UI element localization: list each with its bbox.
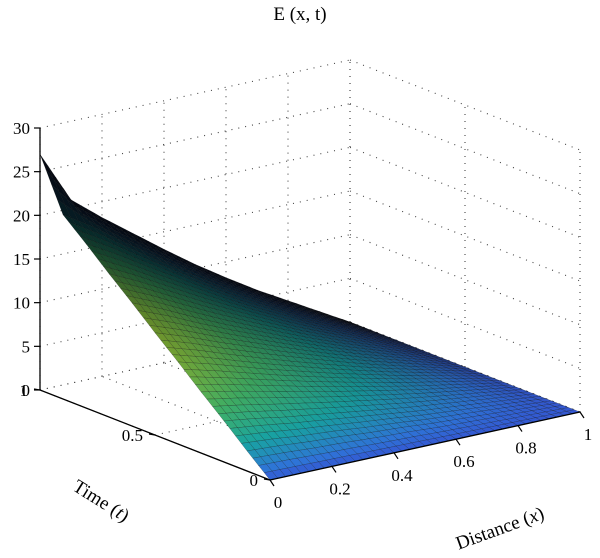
grid-line-z bbox=[349, 103, 581, 195]
x-axis-line bbox=[269, 411, 581, 481]
x-tick-label: 0.6 bbox=[453, 452, 474, 471]
z-tick-label: 10 bbox=[13, 294, 30, 313]
x-tick-mark bbox=[393, 452, 399, 460]
y-tick-mark bbox=[263, 478, 271, 481]
grid-line-z bbox=[39, 103, 351, 173]
grid-line-z bbox=[39, 146, 351, 216]
x-tick-label: 1 bbox=[584, 425, 593, 444]
z-tick-label: 15 bbox=[13, 250, 30, 269]
x-tick-label: 0.2 bbox=[329, 479, 350, 498]
x-tick-mark bbox=[455, 438, 461, 446]
grid-line-z bbox=[349, 59, 581, 151]
x-axis-label-prefix: Distance ( bbox=[453, 508, 533, 554]
surface bbox=[39, 154, 581, 481]
x-tick-label: 0.8 bbox=[515, 439, 536, 458]
grid-line-z bbox=[349, 190, 581, 282]
z-tick-label: 0 bbox=[22, 381, 31, 400]
grid-line-z bbox=[349, 234, 581, 326]
chart-title: E (x, t) bbox=[273, 4, 326, 25]
surface-cell bbox=[39, 154, 54, 179]
x-tick-label: 0.4 bbox=[391, 466, 413, 485]
y-tick-label: 0 bbox=[250, 471, 259, 490]
x-tick-mark bbox=[517, 425, 523, 432]
x-tick-mark bbox=[331, 466, 337, 473]
x-axis-label: Distance (x) bbox=[453, 503, 547, 554]
y-tick-mark bbox=[148, 433, 156, 436]
y-axis-label: Time (t) bbox=[69, 476, 133, 527]
grid-line-z bbox=[349, 146, 581, 238]
y-tick-label: 1 bbox=[20, 381, 29, 400]
grid-line-z bbox=[39, 59, 351, 129]
x-tick-label: 0 bbox=[274, 493, 283, 512]
x-tick-mark bbox=[269, 479, 275, 487]
z-tick-label: 30 bbox=[13, 119, 30, 138]
x-tick-mark bbox=[579, 411, 585, 419]
z-tick-label: 25 bbox=[13, 163, 30, 182]
y-tick-label: 0.5 bbox=[122, 426, 143, 445]
z-tick-label: 20 bbox=[13, 206, 30, 225]
z-tick-label: 5 bbox=[22, 337, 31, 356]
